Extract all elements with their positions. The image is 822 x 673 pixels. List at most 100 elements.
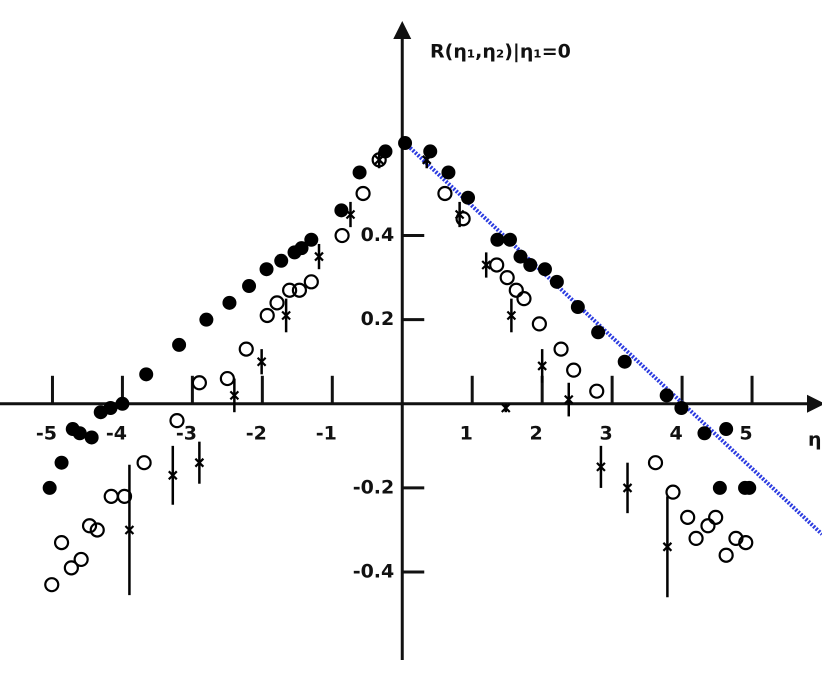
x-tick-label: -4: [106, 422, 127, 444]
filled-point: [537, 262, 552, 277]
open-point: [516, 291, 532, 307]
filled-point: [697, 426, 712, 441]
open-point: [53, 535, 70, 551]
open-point: [700, 518, 716, 534]
open-point: [219, 370, 235, 387]
filled-point: [441, 165, 456, 180]
cross-point: [374, 155, 384, 165]
cross-point: [662, 542, 673, 552]
open-point: [489, 257, 505, 273]
filled-point: [659, 388, 674, 403]
filled-point: [84, 430, 99, 445]
x-tick-label: 4: [669, 422, 682, 444]
filled-point: [523, 257, 538, 272]
open-point: [708, 509, 724, 525]
filled-point: [115, 396, 130, 411]
cross-point: [454, 209, 465, 220]
filled-point: [352, 165, 367, 180]
x-tick-label: 1: [460, 422, 473, 444]
y-tick-label: -0.2: [353, 476, 395, 498]
x-tick-label: 5: [739, 422, 752, 444]
cross-point: [501, 403, 511, 413]
y-tick-label: 0.2: [361, 308, 395, 330]
cross-point: [537, 361, 547, 371]
open-point: [282, 282, 298, 298]
filled-point: [712, 480, 727, 495]
filled-point: [591, 325, 606, 340]
filled-point: [742, 480, 757, 495]
cross-point: [421, 155, 432, 165]
open-point: [728, 530, 744, 547]
open-point: [169, 413, 185, 429]
filled-point: [502, 232, 517, 247]
filled-point: [42, 480, 57, 495]
open-point: [437, 185, 453, 202]
filled-point: [334, 203, 349, 218]
filled-point: [490, 232, 505, 247]
cross-point: [229, 390, 240, 401]
open-point: [191, 375, 207, 391]
filled-point: [172, 337, 187, 352]
filled-point: [461, 190, 476, 205]
open-point: [553, 341, 569, 357]
cross-point: [506, 310, 517, 321]
open-point: [116, 488, 133, 504]
open-point: [334, 227, 350, 244]
open-point: [680, 509, 696, 525]
x-tick-label: -1: [316, 422, 337, 444]
filled-point: [570, 300, 585, 315]
filled-point: [274, 253, 289, 268]
open-point: [499, 270, 515, 286]
filled-point: [398, 136, 413, 151]
open-point: [269, 295, 285, 311]
cross-point: [481, 260, 491, 270]
open-point: [647, 455, 664, 471]
open-point: [44, 577, 60, 593]
filled-point: [259, 262, 274, 277]
open-point: [589, 383, 605, 399]
filled-point: [294, 241, 309, 256]
filled-point: [72, 426, 87, 441]
cross-point: [168, 470, 178, 481]
open-point: [73, 551, 89, 568]
open-point: [566, 362, 582, 378]
x-tick-label: 3: [600, 422, 613, 444]
open-point: [81, 518, 98, 534]
x-axis-label: η: [808, 429, 822, 451]
open-point: [238, 341, 254, 357]
open-point: [303, 274, 319, 290]
cross-point: [256, 356, 267, 367]
y-tick-label: -0.4: [353, 561, 395, 583]
filled-point: [139, 367, 154, 382]
x-tick-label: -2: [246, 422, 267, 444]
open-point: [508, 282, 524, 298]
fit-line: [403, 141, 822, 536]
cross-point: [563, 394, 574, 405]
open-point: [665, 484, 681, 500]
filled-point: [719, 422, 734, 437]
open-point: [718, 547, 734, 563]
open-point: [688, 530, 704, 547]
open-point: [738, 535, 754, 551]
x-tick-label: 2: [530, 422, 543, 444]
y-axis-label: R(η₁,η₂)|η₁=0: [430, 41, 571, 63]
x-tick-label: -5: [36, 422, 57, 444]
cross-point: [596, 462, 606, 472]
filled-point: [617, 354, 632, 369]
open-point: [291, 282, 308, 298]
filled-point: [549, 274, 564, 289]
filled-point: [513, 249, 528, 264]
filled-point: [242, 279, 257, 294]
filled-point: [199, 312, 214, 327]
open-point: [103, 488, 119, 504]
x-tick-label: -3: [176, 422, 197, 444]
open-point: [531, 316, 547, 332]
open-point: [89, 522, 105, 538]
filled-point: [103, 401, 118, 416]
filled-point: [674, 401, 689, 416]
filled-point: [304, 232, 319, 247]
cross-point: [345, 209, 356, 220]
cross-point: [281, 310, 291, 321]
cross-point: [622, 483, 633, 493]
